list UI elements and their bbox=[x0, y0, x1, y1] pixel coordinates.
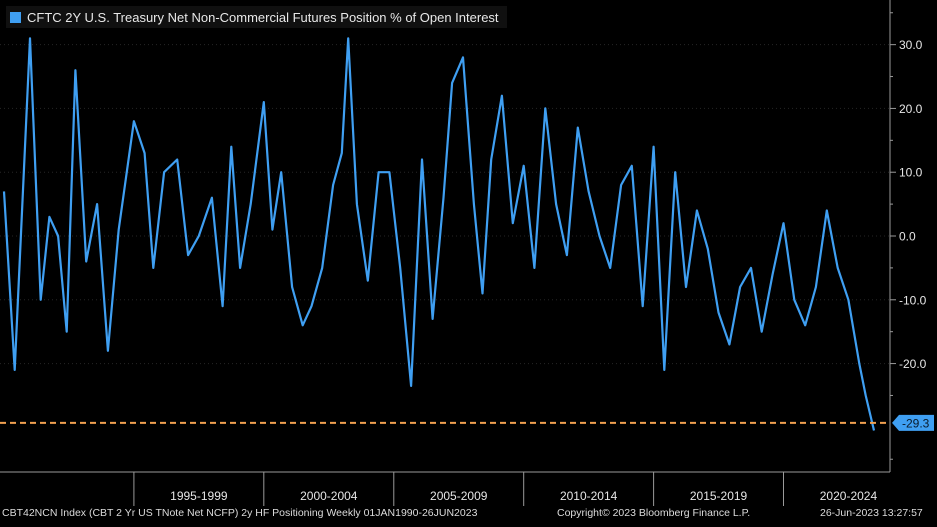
x-period-label: 2010-2014 bbox=[560, 489, 618, 503]
y-tick-label: 10.0 bbox=[899, 166, 923, 180]
y-tick-label: -20.0 bbox=[899, 357, 927, 371]
footer-copyright: Copyright© 2023 Bloomberg Finance L.P. bbox=[557, 507, 751, 519]
reference-value-label: -29.3 bbox=[902, 416, 930, 430]
chart-legend: CFTC 2Y U.S. Treasury Net Non-Commercial… bbox=[6, 6, 507, 28]
grid-layer bbox=[0, 44, 890, 365]
y-tick-label: 30.0 bbox=[899, 38, 923, 52]
x-period-label: 2015-2019 bbox=[690, 489, 748, 503]
footer-index-description: CBT42NCN Index (CBT 2 Yr US TNote Net NC… bbox=[2, 507, 478, 519]
x-period-label: 2000-2004 bbox=[300, 489, 358, 503]
reference-layer: -29.3 bbox=[0, 414, 934, 431]
reference-value-tag bbox=[892, 414, 934, 431]
axis-layer: 30.0 20.0 10.0 0.0 -10.0 -20.0 1995-1999 2000-2… bbox=[0, 0, 927, 506]
x-period-label: 2020-2024 bbox=[820, 489, 878, 503]
chart-footer: CBT42NCN Index (CBT 2 Yr US TNote Net NC… bbox=[0, 506, 937, 522]
footer-timestamp: 26-Jun-2023 13:27:57 bbox=[820, 507, 923, 519]
x-period-label: 1995-1999 bbox=[170, 489, 228, 503]
series-layer bbox=[2, 37, 876, 431]
legend-swatch bbox=[10, 11, 21, 23]
y-tick-label: 20.0 bbox=[899, 102, 923, 116]
y-tick-label: -10.0 bbox=[899, 293, 927, 307]
legend-series-label: CFTC 2Y U.S. Treasury Net Non-Commercial… bbox=[27, 9, 499, 25]
y-tick-label: 0.0 bbox=[899, 230, 916, 244]
x-period-label: 2005-2009 bbox=[430, 489, 488, 503]
series-line bbox=[2, 37, 876, 431]
